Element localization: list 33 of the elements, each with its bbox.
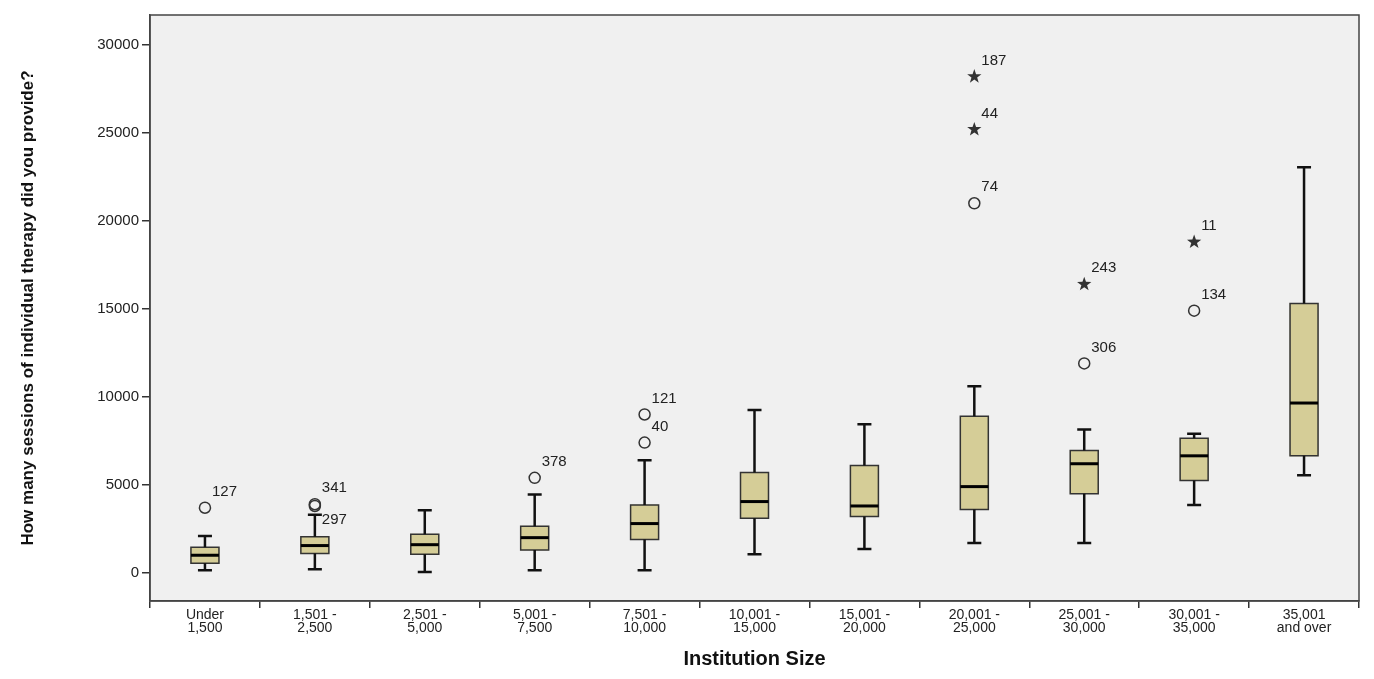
x-tick-label: 2,501 - 5,000 [402, 605, 447, 635]
annotation: 127 [211, 481, 237, 499]
annotation: 44 [981, 103, 999, 121]
y-axis-title: How many sessions of individual therapy did you provide? [17, 70, 37, 546]
x-axis-title: Institution Size [683, 646, 826, 669]
annotation: 40 [651, 416, 669, 434]
y-tick-label: 15000 [97, 299, 139, 317]
y-tick-label: 25000 [97, 123, 139, 141]
annotation: 341 [321, 478, 347, 496]
x-tick-label: 10,001 - 15,000 [728, 605, 781, 635]
y-tick-label: 10000 [97, 387, 139, 405]
annotation: 187 [981, 50, 1007, 68]
x-tick-label: 30,001 - 35,000 [1168, 605, 1221, 635]
x-tick-label: 35,001 and over [1276, 605, 1332, 635]
y-tick-label: 20000 [97, 211, 139, 229]
annotation: 243 [1091, 258, 1117, 276]
y-tick-label: 0 [130, 562, 139, 580]
annotation: 306 [1091, 337, 1117, 355]
x-tick-label: 15,001 - 20,000 [838, 605, 891, 635]
y-tick-label: 5000 [105, 475, 139, 492]
annotation: 74 [981, 177, 999, 195]
annotation: 297 [321, 510, 347, 528]
annotation: 121 [651, 388, 677, 406]
x-tick-label: 1,501 - 2,500 [293, 605, 337, 635]
x-tick-label: 5,001 - 7,500 [512, 605, 557, 635]
y-tick-label: 30000 [97, 35, 139, 53]
x-tick-label: 20,001 - 25,000 [948, 605, 1001, 635]
x-tick-label: 7,501 - 10,000 [622, 605, 667, 635]
x-tick-label: Under 1,500 [185, 605, 225, 635]
x-tick-label: 25,001 - 30,000 [1058, 605, 1111, 635]
annotation: 378 [541, 451, 567, 469]
annotation: 11 [1201, 216, 1217, 234]
annotation: 134 [1201, 284, 1227, 302]
